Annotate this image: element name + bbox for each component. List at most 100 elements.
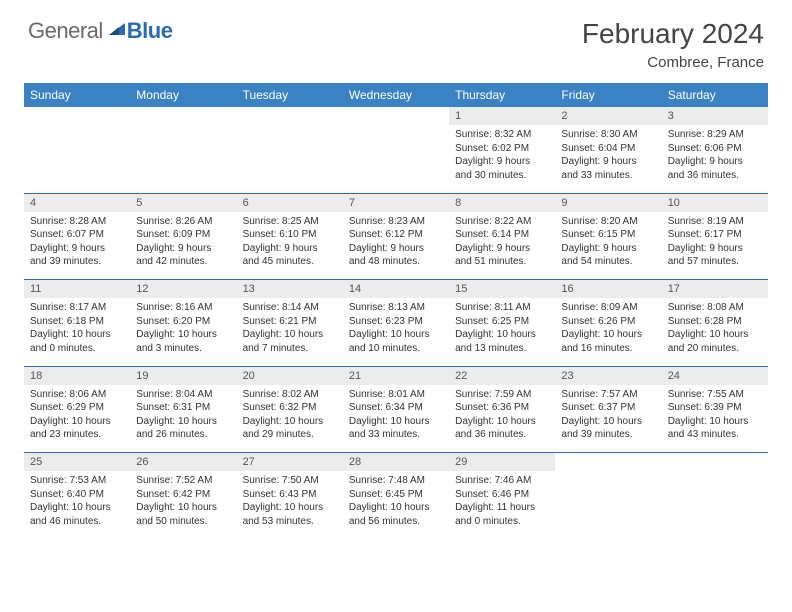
calendar-week-row: 11Sunrise: 8:17 AMSunset: 6:18 PMDayligh… bbox=[24, 280, 768, 366]
sunset-line: Sunset: 6:45 PM bbox=[349, 489, 423, 500]
sunrise-line: Sunrise: 8:32 AM bbox=[455, 129, 531, 140]
weekday-header: Sunday bbox=[24, 83, 130, 107]
sunrise-line: Sunrise: 7:48 AM bbox=[349, 475, 425, 486]
day-details: Sunrise: 8:20 AMSunset: 6:15 PMDaylight:… bbox=[555, 212, 661, 272]
sunset-line: Sunset: 6:43 PM bbox=[243, 489, 317, 500]
calendar-day-cell: 12Sunrise: 8:16 AMSunset: 6:20 PMDayligh… bbox=[130, 280, 236, 366]
day-number: 23 bbox=[555, 367, 661, 385]
day-number: 18 bbox=[24, 367, 130, 385]
calendar-week-row: 25Sunrise: 7:53 AMSunset: 6:40 PMDayligh… bbox=[24, 453, 768, 539]
daylight-line: Daylight: 10 hours and 7 minutes. bbox=[243, 329, 324, 354]
sunset-line: Sunset: 6:06 PM bbox=[668, 143, 742, 154]
day-number: 7 bbox=[343, 194, 449, 212]
sunrise-line: Sunrise: 7:57 AM bbox=[561, 389, 637, 400]
daylight-line: Daylight: 9 hours and 33 minutes. bbox=[561, 156, 636, 181]
brand-word-2: Blue bbox=[127, 18, 173, 44]
sunset-line: Sunset: 6:37 PM bbox=[561, 402, 635, 413]
calendar-day-cell: 29Sunrise: 7:46 AMSunset: 6:46 PMDayligh… bbox=[449, 453, 555, 539]
day-details: Sunrise: 8:17 AMSunset: 6:18 PMDaylight:… bbox=[24, 298, 130, 358]
day-number: 4 bbox=[24, 194, 130, 212]
calendar-empty-cell bbox=[555, 453, 661, 539]
day-number: 14 bbox=[343, 280, 449, 298]
location-label: Combree, France bbox=[582, 54, 764, 71]
calendar-day-cell: 2Sunrise: 8:30 AMSunset: 6:04 PMDaylight… bbox=[555, 107, 661, 193]
day-details: Sunrise: 8:14 AMSunset: 6:21 PMDaylight:… bbox=[237, 298, 343, 358]
calendar-empty-cell bbox=[662, 453, 768, 539]
daylight-line: Daylight: 9 hours and 36 minutes. bbox=[668, 156, 743, 181]
day-number: 21 bbox=[343, 367, 449, 385]
sunset-line: Sunset: 6:04 PM bbox=[561, 143, 635, 154]
day-number: 12 bbox=[130, 280, 236, 298]
brand-triangle-icon bbox=[107, 19, 127, 44]
weekday-header: Thursday bbox=[449, 83, 555, 107]
calendar-week-row: 18Sunrise: 8:06 AMSunset: 6:29 PMDayligh… bbox=[24, 367, 768, 453]
day-number: 22 bbox=[449, 367, 555, 385]
day-details: Sunrise: 8:26 AMSunset: 6:09 PMDaylight:… bbox=[130, 212, 236, 272]
sunrise-line: Sunrise: 8:06 AM bbox=[30, 389, 106, 400]
sunrise-line: Sunrise: 7:50 AM bbox=[243, 475, 319, 486]
sunrise-line: Sunrise: 8:26 AM bbox=[136, 216, 212, 227]
sunrise-line: Sunrise: 8:09 AM bbox=[561, 302, 637, 313]
calendar-day-cell: 10Sunrise: 8:19 AMSunset: 6:17 PMDayligh… bbox=[662, 194, 768, 280]
sunset-line: Sunset: 6:17 PM bbox=[668, 229, 742, 240]
day-number: 6 bbox=[237, 194, 343, 212]
weekday-header: Tuesday bbox=[237, 83, 343, 107]
day-details: Sunrise: 8:23 AMSunset: 6:12 PMDaylight:… bbox=[343, 212, 449, 272]
sunrise-line: Sunrise: 8:20 AM bbox=[561, 216, 637, 227]
calendar-day-cell: 4Sunrise: 8:28 AMSunset: 6:07 PMDaylight… bbox=[24, 194, 130, 280]
sunrise-line: Sunrise: 8:22 AM bbox=[455, 216, 531, 227]
day-details: Sunrise: 8:30 AMSunset: 6:04 PMDaylight:… bbox=[555, 125, 661, 185]
calendar-day-cell: 27Sunrise: 7:50 AMSunset: 6:43 PMDayligh… bbox=[237, 453, 343, 539]
sunset-line: Sunset: 6:39 PM bbox=[668, 402, 742, 413]
calendar-day-cell: 25Sunrise: 7:53 AMSunset: 6:40 PMDayligh… bbox=[24, 453, 130, 539]
sunrise-line: Sunrise: 7:55 AM bbox=[668, 389, 744, 400]
calendar-day-cell: 9Sunrise: 8:20 AMSunset: 6:15 PMDaylight… bbox=[555, 194, 661, 280]
day-number: 26 bbox=[130, 453, 236, 471]
sunset-line: Sunset: 6:32 PM bbox=[243, 402, 317, 413]
calendar-day-cell: 16Sunrise: 8:09 AMSunset: 6:26 PMDayligh… bbox=[555, 280, 661, 366]
day-details: Sunrise: 8:19 AMSunset: 6:17 PMDaylight:… bbox=[662, 212, 768, 272]
daylight-line: Daylight: 10 hours and 16 minutes. bbox=[561, 329, 642, 354]
day-details: Sunrise: 8:02 AMSunset: 6:32 PMDaylight:… bbox=[237, 385, 343, 445]
sunrise-line: Sunrise: 8:25 AM bbox=[243, 216, 319, 227]
calendar-day-cell: 22Sunrise: 7:59 AMSunset: 6:36 PMDayligh… bbox=[449, 367, 555, 453]
day-number: 24 bbox=[662, 367, 768, 385]
day-details: Sunrise: 7:59 AMSunset: 6:36 PMDaylight:… bbox=[449, 385, 555, 445]
day-number: 2 bbox=[555, 107, 661, 125]
day-number: 15 bbox=[449, 280, 555, 298]
weekday-header: Friday bbox=[555, 83, 661, 107]
day-details: Sunrise: 8:04 AMSunset: 6:31 PMDaylight:… bbox=[130, 385, 236, 445]
calendar-table: SundayMondayTuesdayWednesdayThursdayFrid… bbox=[24, 83, 768, 539]
day-number: 10 bbox=[662, 194, 768, 212]
day-number: 11 bbox=[24, 280, 130, 298]
sunrise-line: Sunrise: 8:28 AM bbox=[30, 216, 106, 227]
day-number: 29 bbox=[449, 453, 555, 471]
daylight-line: Daylight: 9 hours and 39 minutes. bbox=[30, 243, 105, 268]
day-details: Sunrise: 8:08 AMSunset: 6:28 PMDaylight:… bbox=[662, 298, 768, 358]
sunset-line: Sunset: 6:02 PM bbox=[455, 143, 529, 154]
calendar-day-cell: 26Sunrise: 7:52 AMSunset: 6:42 PMDayligh… bbox=[130, 453, 236, 539]
day-number: 5 bbox=[130, 194, 236, 212]
calendar-week-row: 4Sunrise: 8:28 AMSunset: 6:07 PMDaylight… bbox=[24, 194, 768, 280]
month-title: February 2024 bbox=[582, 18, 764, 50]
day-details: Sunrise: 7:52 AMSunset: 6:42 PMDaylight:… bbox=[130, 471, 236, 531]
day-number: 8 bbox=[449, 194, 555, 212]
title-block: February 2024 Combree, France bbox=[582, 18, 764, 71]
daylight-line: Daylight: 9 hours and 54 minutes. bbox=[561, 243, 636, 268]
day-number: 20 bbox=[237, 367, 343, 385]
day-number: 3 bbox=[662, 107, 768, 125]
sunset-line: Sunset: 6:46 PM bbox=[455, 489, 529, 500]
day-details: Sunrise: 8:25 AMSunset: 6:10 PMDaylight:… bbox=[237, 212, 343, 272]
daylight-line: Daylight: 9 hours and 57 minutes. bbox=[668, 243, 743, 268]
day-details: Sunrise: 8:28 AMSunset: 6:07 PMDaylight:… bbox=[24, 212, 130, 272]
sunset-line: Sunset: 6:26 PM bbox=[561, 316, 635, 327]
calendar-day-cell: 15Sunrise: 8:11 AMSunset: 6:25 PMDayligh… bbox=[449, 280, 555, 366]
calendar-day-cell: 13Sunrise: 8:14 AMSunset: 6:21 PMDayligh… bbox=[237, 280, 343, 366]
daylight-line: Daylight: 10 hours and 50 minutes. bbox=[136, 502, 217, 527]
day-number: 25 bbox=[24, 453, 130, 471]
sunset-line: Sunset: 6:42 PM bbox=[136, 489, 210, 500]
sunrise-line: Sunrise: 8:17 AM bbox=[30, 302, 106, 313]
day-number: 1 bbox=[449, 107, 555, 125]
day-details: Sunrise: 8:01 AMSunset: 6:34 PMDaylight:… bbox=[343, 385, 449, 445]
calendar-day-cell: 3Sunrise: 8:29 AMSunset: 6:06 PMDaylight… bbox=[662, 107, 768, 193]
